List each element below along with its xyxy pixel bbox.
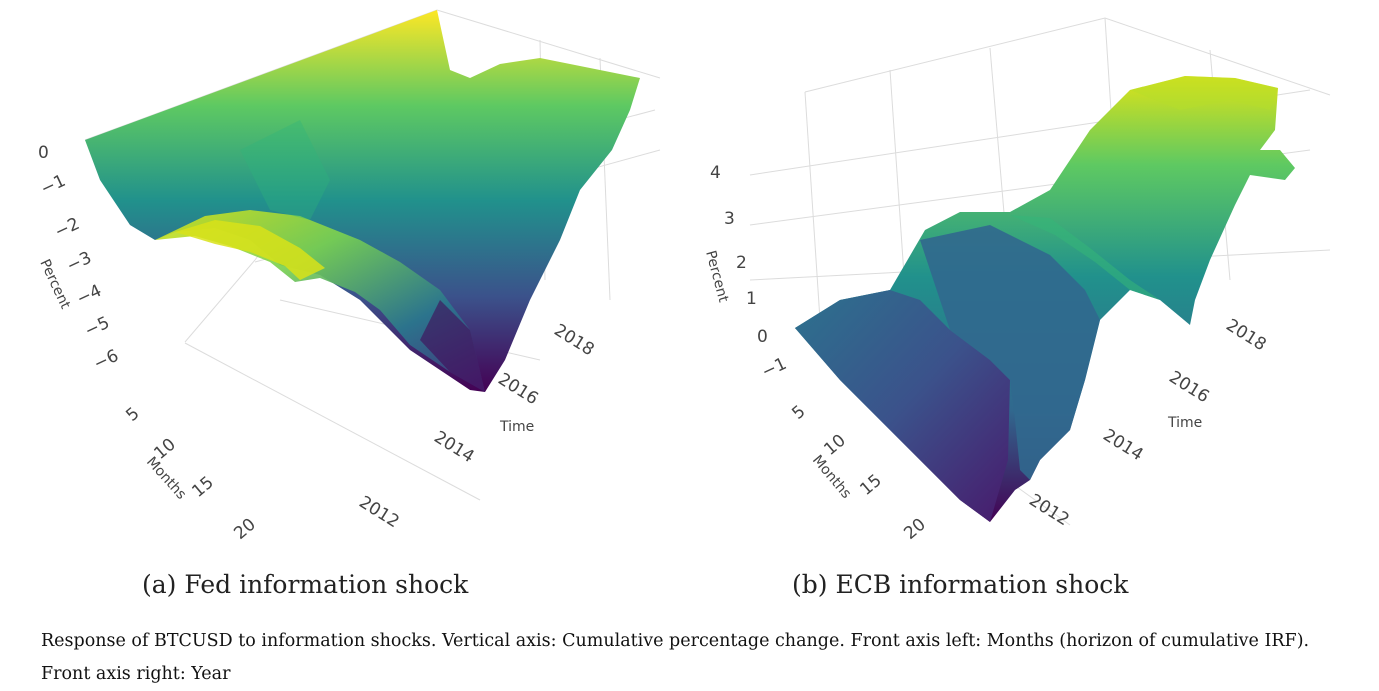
- z-tick: −3: [64, 248, 95, 277]
- time-tick: 2016: [494, 369, 541, 409]
- caption-line-1: Response of BTCUSD to information shocks…: [41, 631, 1310, 651]
- time-axis-title: Time: [499, 419, 534, 435]
- surface-plot-ecb: 4 3 2 1 0 −1 Percent 5 10 15 20 Months 2…: [702, 17, 1331, 544]
- z-tick: −2: [52, 214, 83, 243]
- surface-ecb-top: [1130, 76, 1278, 110]
- figure-caption: Response of BTCUSD to information shocks…: [41, 625, 1341, 691]
- z-axis-ecb: 4 3 2 1 0 −1 Percent: [702, 163, 790, 383]
- time-tick: 2012: [1025, 490, 1072, 530]
- months-tick: 15: [856, 471, 885, 500]
- months-tick: 15: [188, 473, 217, 502]
- surface-plot-fed: 0 −1 −2 −3 −4 −5 −6 Percent 5 10 15 20 M…: [36, 9, 661, 544]
- months-axis-fed: 5 10 15 20 Months: [122, 404, 259, 544]
- time-tick: 2014: [430, 427, 477, 467]
- time-tick: 2014: [1099, 425, 1146, 465]
- z-tick: −6: [91, 346, 122, 375]
- months-tick: 5: [788, 402, 809, 424]
- z-tick: −1: [759, 354, 790, 383]
- surface-fed-ridge: [175, 220, 325, 280]
- z-tick: −5: [82, 313, 113, 342]
- chart-panel-ecb: 4 3 2 1 0 −1 Percent 5 10 15 20 Months 2…: [690, 0, 1379, 560]
- time-tick: 2018: [1222, 315, 1269, 355]
- time-axis-title: Time: [1167, 415, 1202, 431]
- z-tick: 2: [736, 253, 747, 273]
- z-tick: −1: [38, 171, 69, 200]
- z-tick: 1: [746, 289, 757, 309]
- time-tick: 2012: [355, 492, 402, 532]
- chart-panel-fed: 0 −1 −2 −3 −4 −5 −6 Percent 5 10 15 20 M…: [0, 0, 690, 560]
- z-tick: −4: [74, 281, 105, 310]
- surface-ecb-mid-wall: [920, 225, 1100, 480]
- time-tick: 2016: [1165, 367, 1212, 407]
- z-tick: 4: [710, 163, 721, 183]
- surface-ecb: [795, 76, 1295, 522]
- z-axis-title: Percent: [702, 249, 731, 305]
- months-axis-title: Months: [809, 452, 854, 501]
- months-tick: 20: [230, 515, 259, 544]
- surface-ecb-front-wall: [795, 290, 1010, 522]
- surface-fed-shadow: [420, 300, 485, 392]
- z-tick: 3: [724, 209, 735, 229]
- surface-fed-highlight: [240, 120, 330, 220]
- months-tick: 20: [900, 515, 929, 544]
- z-tick: 0: [38, 143, 49, 163]
- surface-ecb-ridge: [1010, 215, 1160, 300]
- time-tick: 2018: [550, 320, 597, 360]
- subcaption-fed: (a) Fed information shock: [142, 570, 469, 599]
- z-tick: 0: [757, 327, 768, 347]
- caption-line-2: Front axis right: Year: [41, 664, 231, 684]
- subcaption-ecb: (b) ECB information shock: [792, 570, 1129, 599]
- surface-fed-main: [85, 10, 640, 392]
- months-tick: 5: [122, 404, 143, 426]
- surface-fed: [85, 10, 640, 392]
